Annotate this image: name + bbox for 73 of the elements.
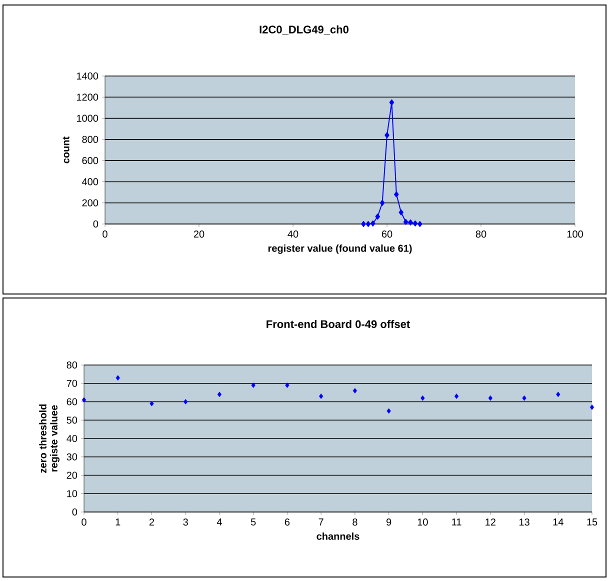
x-tick-label: 10 <box>418 518 428 526</box>
x-axis-title: register value (found value 61) <box>268 244 412 254</box>
point <box>590 404 594 410</box>
y-tick-label: 80 <box>66 361 78 369</box>
point <box>366 221 371 228</box>
point <box>380 200 385 206</box>
x-tick-label: 15 <box>587 518 598 526</box>
x-tick-label: 5 <box>250 518 256 526</box>
y-tick-label: 1000 <box>76 114 98 122</box>
x-tick-label: 7 <box>318 518 324 526</box>
x-tick-label: 13 <box>519 518 530 526</box>
point <box>82 397 86 403</box>
point <box>319 394 324 399</box>
point <box>420 395 425 401</box>
point <box>150 400 154 406</box>
point <box>454 394 459 399</box>
x-tick-label: 40 <box>288 230 298 238</box>
x-tick-label: 9 <box>386 518 392 526</box>
point <box>408 219 413 226</box>
point <box>217 392 222 398</box>
point <box>361 221 366 228</box>
point <box>184 399 188 404</box>
x-tick-label: 0 <box>102 230 108 238</box>
point <box>251 382 256 388</box>
x-tick-label: 20 <box>194 230 204 238</box>
x-axis-title: channels <box>316 532 360 540</box>
y-axis-title: zero threshold registe valuee <box>39 404 60 473</box>
point <box>285 382 290 388</box>
chart-title: Front-end Board 0-49 offset <box>266 320 410 328</box>
y-tick-label: 200 <box>82 199 98 206</box>
y-tick-label: 30 <box>66 453 78 460</box>
x-tick-label: 3 <box>183 518 188 526</box>
y-tick-label: 1200 <box>76 94 98 101</box>
x-tick-label: 8 <box>352 518 358 526</box>
point <box>370 220 376 226</box>
y-tick-label: 800 <box>82 136 98 143</box>
y-tick-label: 50 <box>66 416 78 424</box>
x-tick-label: 11 <box>452 518 462 526</box>
point <box>389 99 394 106</box>
y-tick-label: 1400 <box>76 72 98 80</box>
point <box>394 191 399 198</box>
y-tick-label: 10 <box>67 490 78 498</box>
y-axis-title: count <box>62 136 70 164</box>
y-tick-label: 400 <box>82 178 98 186</box>
point <box>488 395 492 401</box>
y-tick-label: 60 <box>66 398 78 406</box>
x-tick-label: 12 <box>486 518 496 526</box>
point <box>403 218 408 225</box>
chart-title: I2C0_DLG49_ch0 <box>260 25 348 35</box>
x-tick-label: 14 <box>553 518 564 526</box>
y-tick-label: 0 <box>93 220 98 228</box>
point <box>375 214 380 220</box>
y-tick-label: 0 <box>72 508 78 516</box>
x-tick-label: 2 <box>149 518 154 526</box>
x-tick-label: 100 <box>567 230 583 238</box>
point <box>116 375 120 381</box>
y-tick-label: 40 <box>66 434 78 442</box>
point <box>398 209 404 216</box>
y-tick-label: 70 <box>66 380 78 387</box>
point <box>418 221 422 228</box>
point <box>556 392 560 398</box>
x-tick-label: 60 <box>382 230 392 238</box>
x-tick-label: 80 <box>476 230 486 238</box>
point <box>386 408 391 414</box>
point <box>384 132 390 138</box>
point <box>412 220 418 226</box>
x-tick-label: 6 <box>284 518 290 526</box>
y-tick-label: 20 <box>66 472 78 479</box>
x-tick-label: 4 <box>216 518 222 526</box>
y-tick-label: 600 <box>82 157 98 164</box>
x-tick-label: 1 <box>116 518 120 526</box>
point <box>352 388 358 394</box>
point <box>522 395 526 401</box>
